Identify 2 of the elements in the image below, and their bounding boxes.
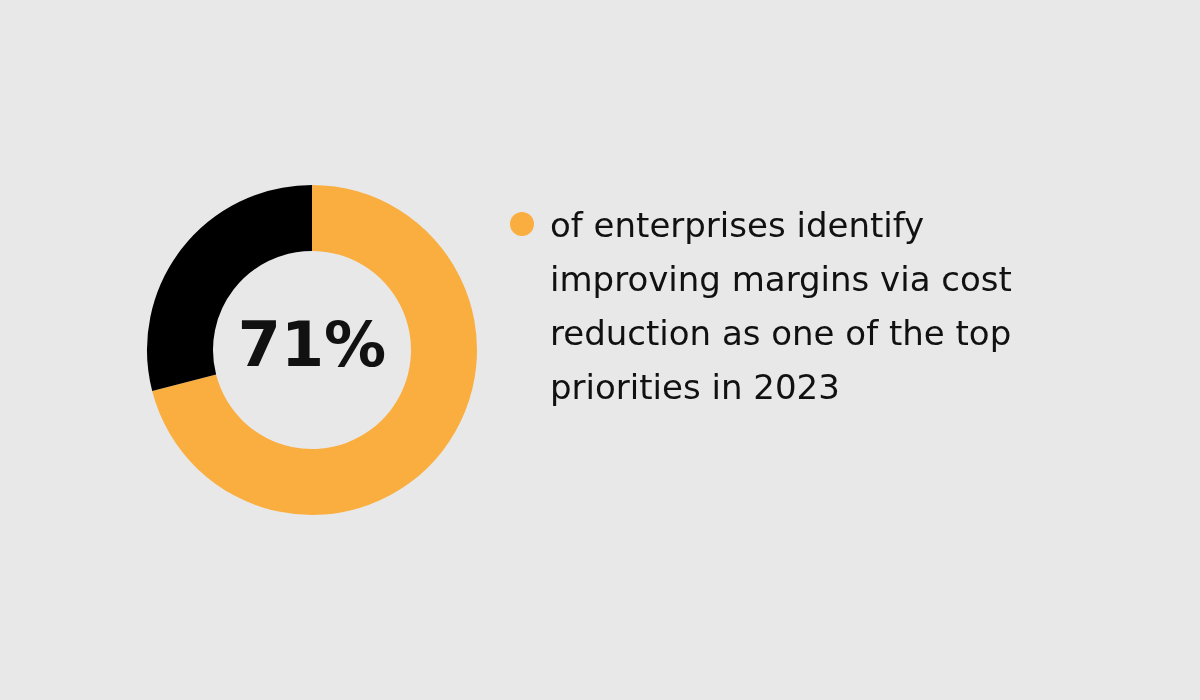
data-label: 71% (237, 308, 387, 382)
legend-label: of enterprises identify improving margins via cost reduction as one of the top priorities in 2023 (550, 204, 1013, 409)
